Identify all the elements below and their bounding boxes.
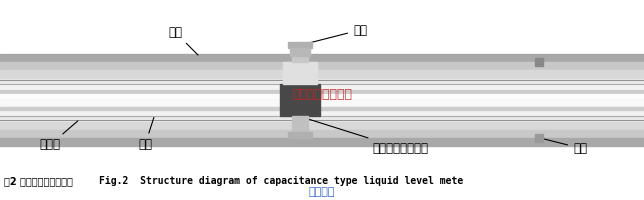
- Bar: [283, 62, 317, 84]
- Bar: [0, 62, 644, 70]
- Bar: [292, 46, 308, 62]
- Bar: [0, 90, 644, 110]
- Bar: [288, 132, 312, 138]
- Text: 销钉: 销钉: [308, 23, 367, 43]
- Bar: [0, 138, 644, 146]
- Bar: [0, 90, 644, 93]
- Bar: [280, 84, 320, 116]
- Bar: [0, 78, 644, 122]
- Bar: [535, 58, 543, 66]
- Text: 外管: 外管: [168, 25, 198, 55]
- Bar: [0, 84, 644, 116]
- Text: 聚四氟乙烯支撑圈: 聚四氟乙烯支撑圈: [308, 119, 428, 154]
- Bar: [535, 134, 543, 142]
- Text: 下载原图: 下载原图: [308, 187, 336, 197]
- Bar: [0, 107, 644, 110]
- Bar: [0, 0, 644, 168]
- Bar: [0, 54, 644, 62]
- Text: 屏蔽层: 屏蔽层: [39, 121, 78, 152]
- Text: 芯管: 芯管: [138, 117, 154, 152]
- Bar: [0, 130, 644, 138]
- Bar: [288, 42, 312, 48]
- Bar: [290, 48, 310, 56]
- Bar: [0, 168, 644, 200]
- Text: 通孔: 通孔: [543, 139, 587, 154]
- Text: Fig.2  Structure diagram of capacitance type liquid level mete: Fig.2 Structure diagram of capacitance t…: [99, 176, 463, 186]
- Text: 江苏华云流量计厂: 江苏华云流量计厂: [292, 88, 352, 102]
- Bar: [0, 70, 644, 78]
- Bar: [292, 116, 308, 132]
- Text: 图2 电容式液位计结构图: 图2 电容式液位计结构图: [4, 176, 73, 186]
- Bar: [0, 122, 644, 130]
- Bar: [0, 94, 644, 98]
